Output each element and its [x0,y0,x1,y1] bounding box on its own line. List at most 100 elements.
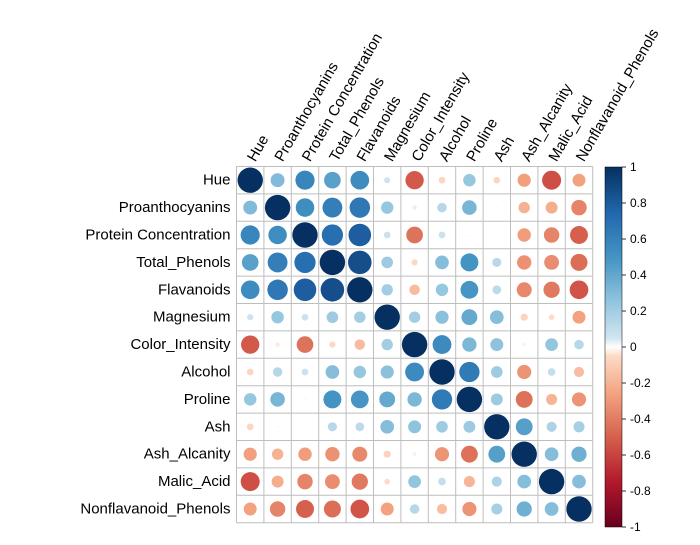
corr-circle-color-intensity-proline [462,337,477,352]
corr-circle-color-intensity-flavanoids [354,339,366,350]
row-label-magnesium: Magnesium [153,309,231,326]
corr-circle-ash-alcanity-magnesium [383,450,391,458]
corr-circle-ash-total-phenols [327,422,337,432]
corr-circle-protein-concentration-proanthocyanins [268,225,287,245]
corr-circle-nonflavanoid-phenols-ash [491,503,503,515]
legend-tick-label: 0 [630,340,637,354]
corr-circle-proline-alcohol [431,389,453,410]
corr-circle-malic-acid-proline [463,476,475,488]
corr-circle-nonflavanoid-phenols-nonflavanoid-phenols [566,496,592,522]
corr-circle-color-intensity-nonflavanoid-phenols [574,339,584,350]
corr-circle-total-phenols-proanthocyanins [267,252,288,273]
corr-circle-proline-ash [490,393,503,406]
row-labels: Hue Proanthocyanins Protein Concentration T… [80,172,231,518]
corr-circle-malic-acid-malic-acid [538,468,565,495]
corr-circle-hue-total-phenols [324,171,341,189]
corr-circle-proline-proanthocyanins [270,392,285,407]
corr-circle-flavanoids-hue [240,280,260,300]
corr-circle-total-phenols-alcohol [435,255,449,270]
corr-circle-alcohol-color-intensity [405,362,425,382]
corr-circle-ash-nonflavanoid-phenols [573,421,585,433]
legend-tick-label: 0.6 [630,232,647,246]
corr-circle-malic-acid-hue [240,472,260,492]
corr-circle-magnesium-hue [247,314,254,321]
corr-circle-flavanoids-flavanoids [347,277,373,303]
corr-circle-protein-concentration-flavanoids [348,223,372,247]
corr-circle-proanthocyanins-nonflavanoid-phenols [571,199,587,216]
corr-circle-nonflavanoid-phenols-ash-alcanity [516,501,532,517]
corr-circle-color-intensity-proanthocyanins [275,342,280,347]
corr-circle-nonflavanoid-phenols-malic-acid [544,502,559,516]
corr-circle-hue-nonflavanoid-phenols [572,173,586,187]
corr-circle-alcohol-flavanoids [353,365,367,379]
corr-circle-nonflavanoid-phenols-color-intensity [409,504,420,514]
corr-circle-proanthocyanins-protein-concentration [295,198,315,217]
corr-circle-flavanoids-ash-alcanity [516,282,532,298]
corr-circle-protein-concentration-malic-acid [543,227,560,243]
corr-circle-alcohol-ash [490,366,503,378]
corr-circle-alcohol-alcohol [429,359,455,385]
corr-circle-nonflavanoid-phenols-proanthocyanins [269,501,286,517]
corr-circle-proanthocyanins-hue [243,200,258,215]
corr-circle-hue-protein-concentration [295,170,315,190]
row-label-flavanoids: Flavanoids [158,281,231,298]
corr-circle-ash-hue [246,423,254,431]
corr-circle-magnesium-color-intensity [408,311,421,323]
corr-circle-ash-malic-acid [546,421,557,432]
corr-circle-protein-concentration-magnesium [383,231,391,239]
corr-circle-total-phenols-total-phenols [319,249,346,276]
corr-circle-protein-concentration-hue [240,225,260,245]
corr-circle-ash-flavanoids [355,422,365,432]
corr-circle-ash-alcanity-nonflavanoid-phenols [571,446,587,462]
corr-circle-total-phenols-color-intensity [411,259,418,266]
corr-circle-ash-color-intensity [408,420,422,434]
column-label-hue: Hue [244,132,272,164]
legend-tick-label: 0.2 [630,304,647,318]
corr-circle-protein-concentration-ash-alcanity [517,228,531,242]
corr-circle-ash-alcanity-color-intensity [412,452,417,457]
corr-circle-proline-total-phenols [323,390,342,409]
corr-circle-color-intensity-ash-alcanity [522,342,526,347]
corr-circle-ash-magnesium [380,419,395,434]
legend-tick-label: 0.4 [630,268,647,282]
corr-circle-ash-alcohol [436,420,448,433]
corr-circle-flavanoids-nonflavanoid-phenols [569,280,589,300]
corr-circle-malic-acid-proanthocyanins [271,475,284,488]
corr-circle-protein-concentration-color-intensity [406,226,423,244]
corr-circle-proline-nonflavanoid-phenols [571,392,587,407]
corr-circle-hue-hue [237,167,263,193]
corr-circle-proline-malic-acid [546,393,558,405]
row-label-alcohol: Alcohol [181,364,230,381]
corr-circle-ash-alcanity-ash [488,445,506,463]
corr-circle-proline-protein-concentration [303,398,307,401]
corr-circle-ash-alcanity-proanthocyanins [271,448,284,460]
corr-circle-malic-acid-alcohol [438,477,446,486]
corr-circle-flavanoids-color-intensity [409,284,420,296]
color-legend: 1 0.8 0.6 0.4 0.2 0 -0.2 -0.4 -0.6 -0.8 -1 [604,160,651,534]
corr-circle-proline-ash-alcanity [515,390,533,408]
corr-circle-alcohol-malic-acid [547,368,556,376]
corr-circle-hue-proline [463,173,476,187]
corr-circle-total-phenols-magnesium [381,256,394,269]
corr-circle-alcohol-magnesium [380,365,394,379]
corr-circle-magnesium-ash-alcanity [520,313,528,321]
corr-circle-protein-concentration-alcohol [438,231,446,239]
column-label-nonflavanoid-phenols: Nonflavanoid_Phenols [573,26,663,165]
corr-circle-total-phenols-hue [241,254,259,271]
corr-circle-ash-alcanity-hue [243,447,257,461]
corr-circle-hue-alcohol [438,176,446,184]
corr-circle-hue-malic-acid [542,170,562,190]
corr-circle-magnesium-alcohol [435,310,449,324]
corr-circle-total-phenols-proline [460,253,479,272]
legend-tick-label: -1 [630,520,641,534]
corr-circle-hue-magnesium [384,177,391,184]
corr-circle-nonflavanoid-phenols-proline [462,501,477,517]
corr-circle-alcohol-proanthocyanins [272,367,283,377]
row-label-color-intensity: Color_Intensity [130,336,231,353]
corr-circle-magnesium-nonflavanoid-phenols [572,310,586,324]
corr-circle-color-intensity-magnesium [381,338,393,351]
corr-circle-ash-alcanity-total-phenols [325,447,340,462]
corr-circle-proline-proline [456,386,483,413]
